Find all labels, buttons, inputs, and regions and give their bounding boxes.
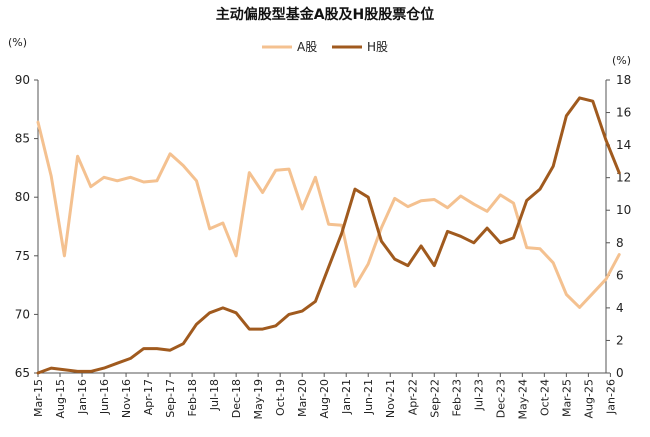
- legend: A股 H股: [262, 40, 388, 54]
- x-tick-label: Mar-25: [560, 379, 573, 417]
- x-tick-label: Oct-24: [538, 379, 551, 416]
- legend-label-h-share: H股: [367, 40, 388, 54]
- left-tick-label: 65: [15, 366, 30, 380]
- x-tick-label: Sep-17: [164, 379, 177, 418]
- x-tick-label: Jul-18: [208, 379, 221, 411]
- x-tick-label: Feb-18: [186, 379, 199, 416]
- x-tick-label: May-19: [252, 379, 265, 420]
- left-tick-label: 85: [15, 132, 30, 146]
- left-tick-label: 80: [15, 190, 30, 204]
- x-tick-label: Aug-15: [54, 379, 67, 418]
- right-tick-label: 18: [616, 73, 631, 87]
- x-tick-label: Aug-20: [318, 379, 331, 418]
- legend-label-a-share: A股: [297, 40, 317, 54]
- right-tick-label: 0: [616, 366, 624, 380]
- left-tick-label: 90: [15, 73, 30, 87]
- right-tick-label: 4: [616, 301, 624, 315]
- right-axis-unit: (%): [612, 54, 631, 67]
- x-tick-label: Jan-21: [340, 379, 353, 415]
- x-tick-label: Jan-16: [76, 379, 89, 415]
- x-tick-label: Apr-22: [406, 379, 419, 415]
- x-tick-label: Dec-18: [230, 379, 243, 418]
- series-h-share-line: [36, 96, 621, 375]
- x-tick-label: Nov-21: [384, 379, 397, 418]
- x-tick-label: Dec-23: [494, 379, 507, 418]
- left-axis-unit: (%): [8, 36, 27, 49]
- x-tick-label: Sep-22: [428, 379, 441, 418]
- x-tick-label: Jan-26: [604, 379, 617, 415]
- x-tick-label: Feb-23: [450, 379, 463, 416]
- right-tick-label: 10: [616, 203, 631, 217]
- left-tick-label: 70: [15, 307, 30, 321]
- right-tick-label: 8: [616, 236, 624, 250]
- left-tick-label: 75: [15, 249, 30, 263]
- x-tick-label: May-24: [516, 379, 529, 420]
- right-tick-label: 12: [616, 171, 631, 185]
- right-tick-label: 16: [616, 106, 631, 120]
- x-tick-label: Jun-21: [362, 379, 375, 415]
- right-tick-label: 2: [616, 333, 624, 347]
- series-a-share-line: [36, 120, 621, 309]
- x-tick-label: Aug-25: [582, 379, 595, 418]
- right-tick-label: 14: [616, 138, 631, 152]
- x-tick-label: Oct-19: [274, 379, 287, 416]
- axes: 65 70 75 80 85 90 0 2 4 6 8 10 12 14 16 18 Mar-15 Aug-15 J…: [15, 73, 632, 420]
- x-tick-label: Jun-16: [98, 379, 111, 415]
- chart-title: 主动偏股型基金A股及H股股票仓位: [216, 6, 435, 23]
- x-tick-label: Mar-15: [32, 379, 45, 417]
- x-tick-label: Mar-20: [296, 379, 309, 417]
- series-layer: [36, 96, 621, 375]
- x-tick-label: Apr-17: [142, 379, 155, 415]
- x-tick-label: Jul-23: [472, 379, 485, 411]
- x-tick-label: Nov-16: [120, 379, 133, 418]
- right-tick-label: 6: [616, 268, 624, 282]
